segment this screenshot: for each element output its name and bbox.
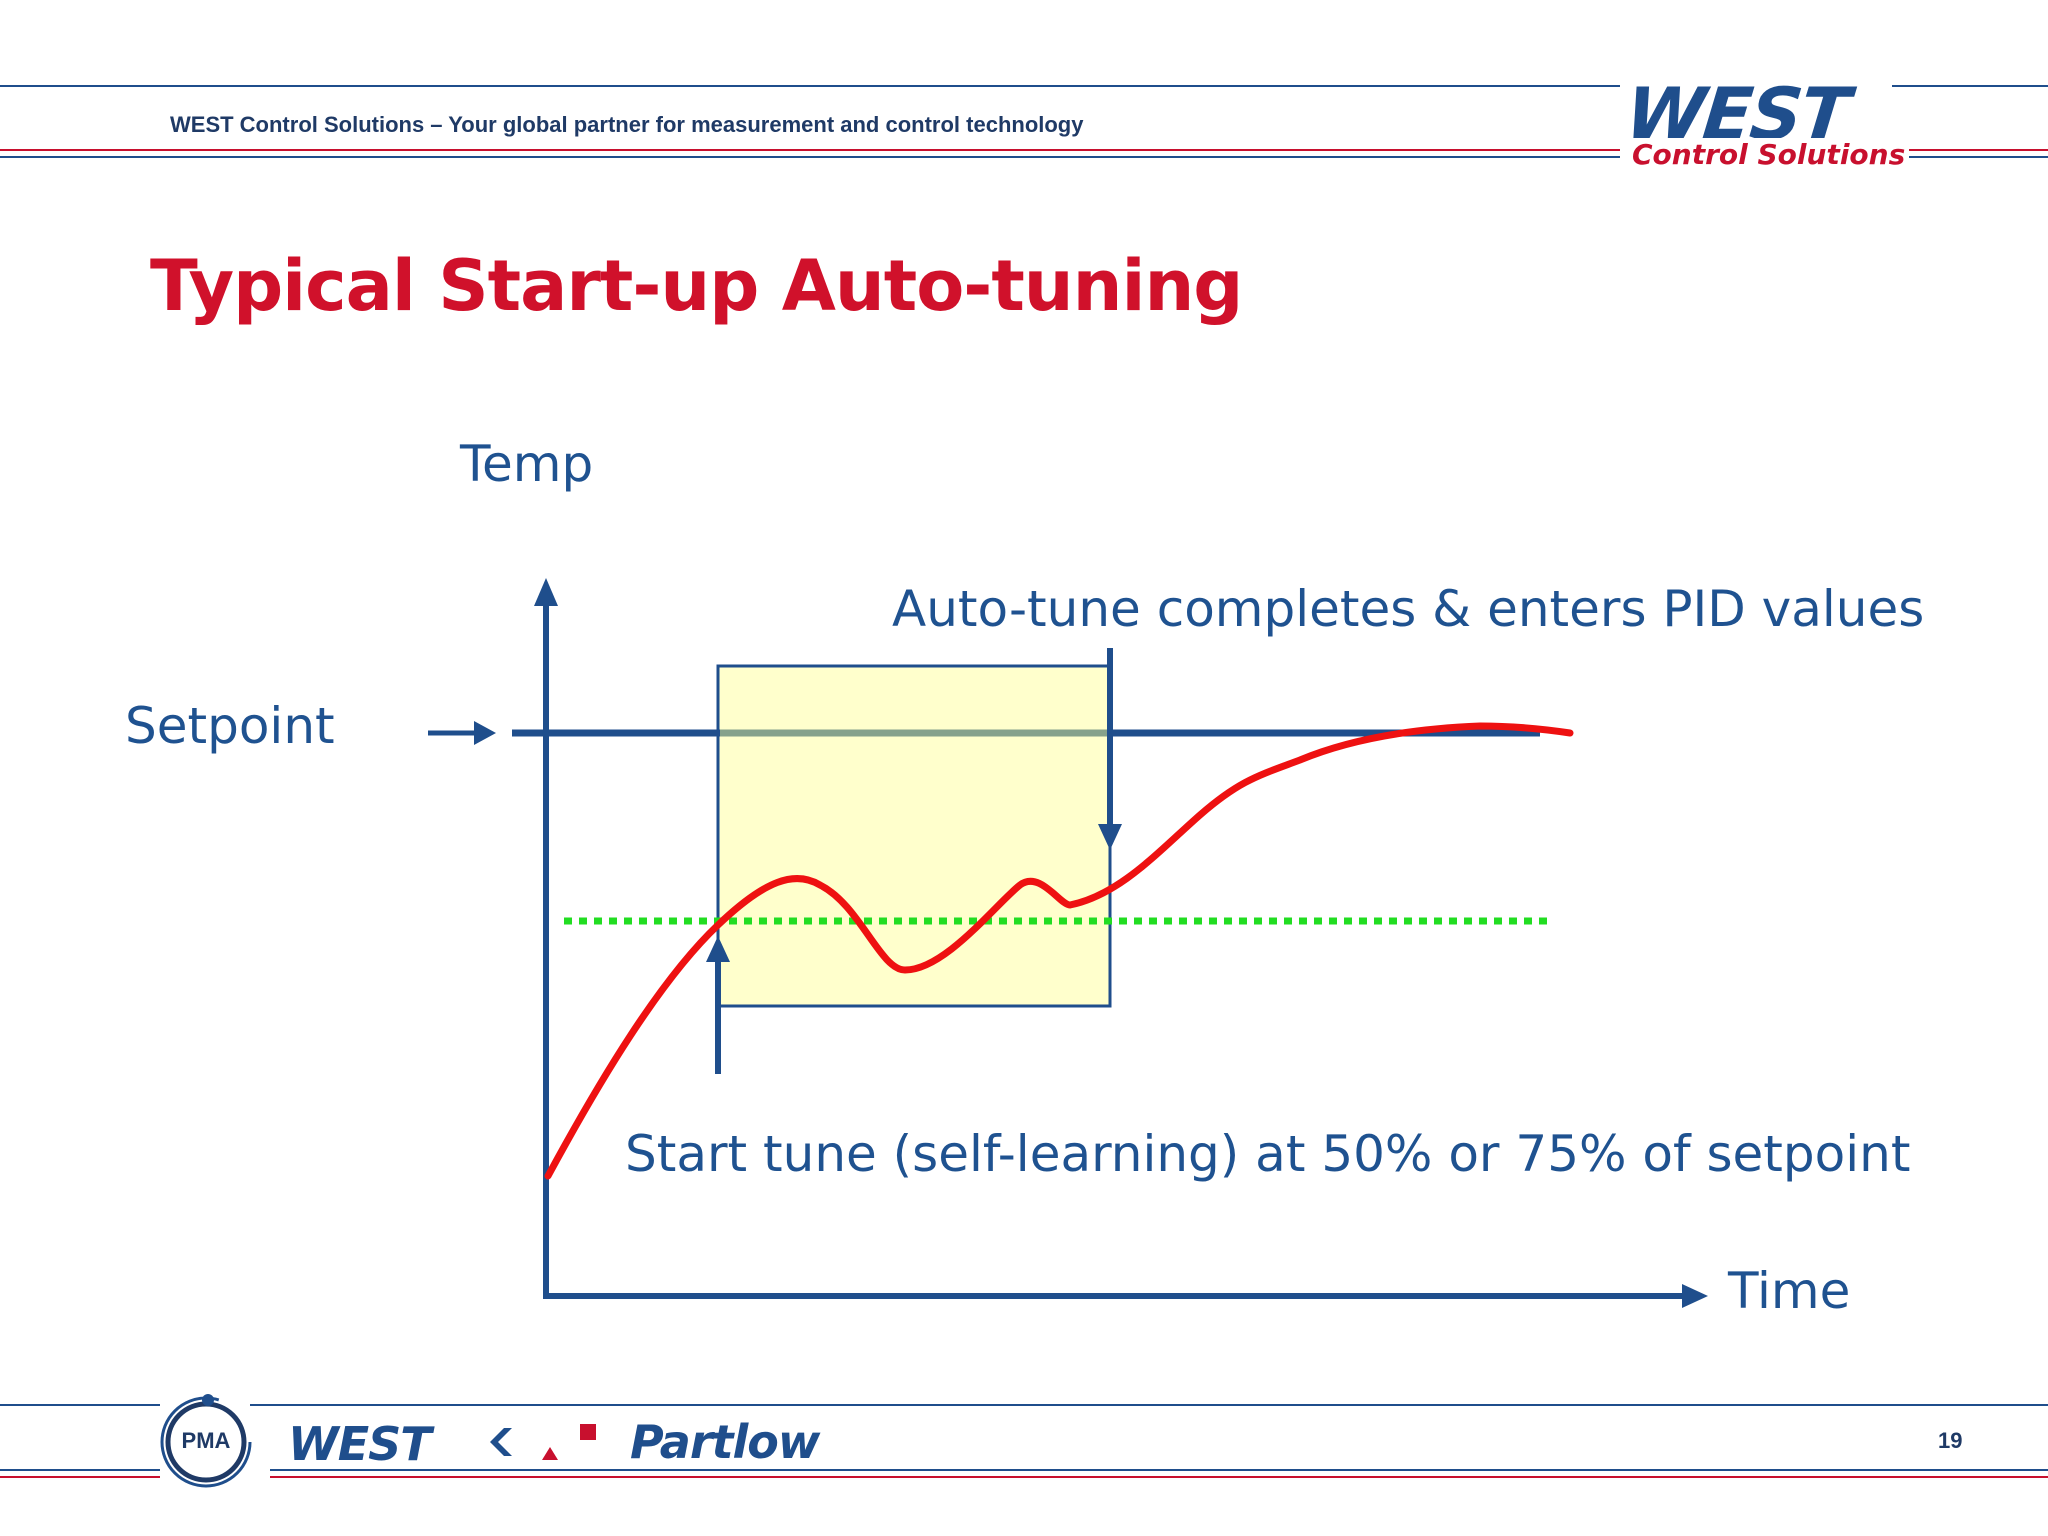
footer-west-logo: WEST	[288, 1417, 432, 1471]
y-axis-label: Temp	[460, 435, 594, 493]
x-axis-label: Time	[1728, 1262, 1851, 1320]
header-tagline: WEST Control Solutions – Your global par…	[170, 112, 1084, 137]
tune-complete-annotation: Auto-tune completes & enters PID values	[892, 580, 1925, 638]
footer-rules	[0, 1404, 2048, 1478]
pma-logo-icon	[160, 1394, 252, 1488]
cal-logo-icon	[490, 1424, 596, 1460]
axes	[534, 578, 1708, 1308]
page-number: 19	[1938, 1428, 1963, 1453]
footer-pma-logo: PMA	[181, 1428, 231, 1453]
temperature-curve	[544, 722, 1574, 1180]
setpoint-label: Setpoint	[125, 697, 335, 755]
tune-complete-arrow-icon	[1098, 648, 1122, 850]
x-axis-arrow-icon	[1682, 1284, 1708, 1308]
tune-start-annotation: Start tune (self-learning) at 50% or 75%…	[625, 1125, 1911, 1183]
tuning-window-box	[716, 664, 1112, 1008]
footer-partlow-logo: Partlow	[630, 1415, 820, 1469]
tune-start-arrow-icon	[706, 936, 730, 1074]
setpoint-arrow-icon	[428, 721, 496, 745]
west-logo-subtitle: Control Solutions	[1628, 138, 1910, 171]
slide-title: Typical Start-up Auto-tuning	[150, 245, 1243, 327]
y-axis-arrow-icon	[534, 578, 558, 606]
